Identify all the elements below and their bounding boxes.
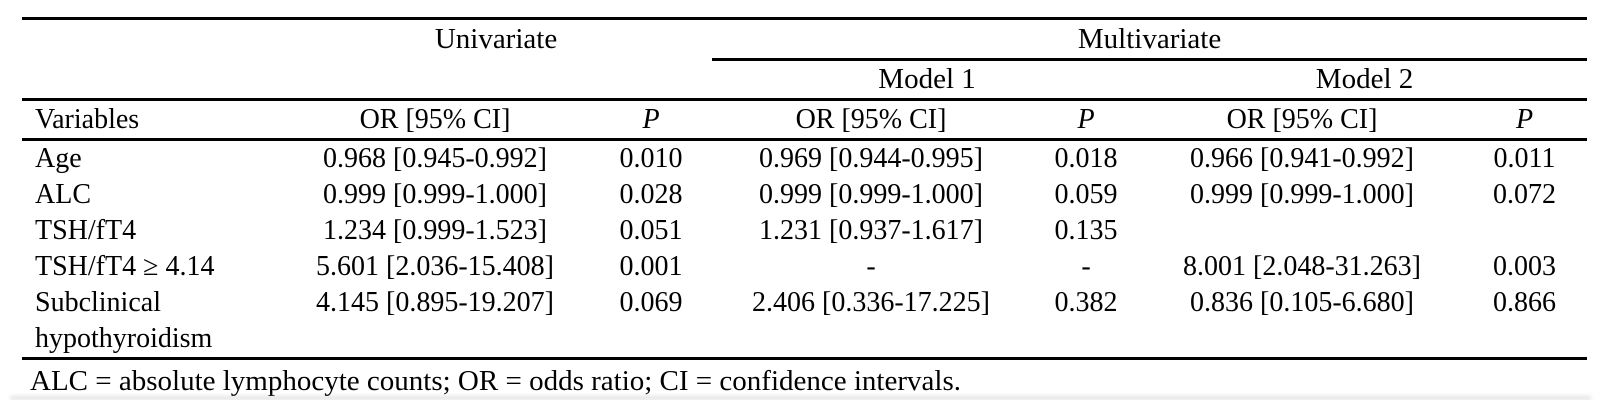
cell-uni-p: 0.069	[619, 287, 683, 318]
cell-m2-p	[1462, 213, 1587, 249]
table-row-tsh-ft4-threshold: TSH/fT4 ≥ 4.14 5.601 [2.036-15.408] 0.00…	[22, 249, 1587, 285]
cell-m2-or	[1142, 213, 1462, 249]
table-row-tsh-ft4: TSH/fT4 1.234 [0.999-1.523] 0.051 1.231 …	[22, 213, 1587, 249]
scan-artifact-line	[10, 396, 1591, 400]
cell-m1-p: 0.059	[1054, 179, 1118, 210]
cell-m2-or: 0.836 [0.105-6.680]	[1190, 287, 1414, 318]
table-row-alc: ALC 0.999 [0.999-1.000] 0.028 0.999 [0.9…	[22, 177, 1587, 213]
cell-m1-p: 0.135	[1054, 215, 1118, 246]
cell-m1-or: -	[866, 251, 876, 282]
table-row-subclinical-hypothyroidism: Subclinical hypothyroidism 4.145 [0.895-…	[22, 285, 1587, 359]
column-header-row: Variables OR [95% CI] P OR [95% CI] P OR…	[22, 99, 1588, 141]
model2-or-column-header: OR [95% CI]	[1142, 99, 1463, 141]
group-header-row: Univariate Multivariate	[22, 18, 1588, 61]
cell-uni-p: 0.051	[619, 215, 683, 246]
model1-header: Model 1	[712, 59, 1143, 101]
model2-header: Model 2	[1142, 59, 1588, 101]
cell-uni-or: 5.601 [2.036-15.408]	[316, 251, 554, 282]
table-row-age: Age 0.968 [0.945-0.992] 0.010 0.969 [0.9…	[22, 140, 1587, 178]
cell-uni-or: 0.968 [0.945-0.992]	[323, 143, 547, 174]
cell-uni-p: 0.010	[619, 143, 683, 174]
cell-m2-or: 8.001 [2.048-31.263]	[1183, 251, 1421, 282]
cell-variable: TSH/fT4	[35, 215, 137, 246]
cell-m1-or: 0.999 [0.999-1.000]	[759, 179, 983, 210]
empty-corner-cell	[22, 19, 280, 60]
cell-uni-or: 0.999 [0.999-1.000]	[323, 179, 547, 210]
table-footnote: ALC = absolute lymphocyte counts; OR = o…	[30, 365, 961, 397]
cell-m2-p: 0.866	[1493, 287, 1557, 318]
cell-uni-or: 1.234 [0.999-1.523]	[323, 215, 547, 246]
cell-m1-p: 0.382	[1054, 287, 1118, 318]
model1-p-column-header: P	[1030, 99, 1143, 141]
cell-m1-or: 1.231 [0.937-1.617]	[759, 215, 983, 246]
univariate-p-column-header: P	[590, 99, 713, 141]
variables-column-header: Variables	[22, 99, 280, 141]
univariate-or-column-header: OR [95% CI]	[280, 99, 590, 141]
cell-m2-or: 0.999 [0.999-1.000]	[1190, 179, 1414, 210]
cell-m1-or: 0.969 [0.944-0.995]	[759, 143, 983, 174]
empty-model-cell	[22, 59, 713, 101]
cell-m1-or: 2.406 [0.336-17.225]	[752, 287, 990, 318]
cell-variable: ALC	[35, 179, 91, 210]
cell-m2-p: 0.011	[1493, 143, 1556, 174]
cell-variable: Age	[35, 143, 82, 174]
cell-uni-p: 0.001	[619, 251, 683, 282]
cell-m1-p: 0.018	[1054, 143, 1118, 174]
model-header-row: Model 1 Model 2	[22, 59, 1588, 101]
cell-variable: TSH/fT4 ≥ 4.14	[35, 251, 215, 282]
cell-uni-p: 0.028	[619, 179, 683, 210]
cell-variable: Subclinical hypothyroidism	[35, 287, 213, 354]
regression-table-container: Univariate Multivariate Model 1 Model 2 …	[22, 17, 1588, 398]
regression-results-table: Univariate Multivariate Model 1 Model 2 …	[22, 17, 1588, 360]
univariate-group-header: Univariate	[434, 23, 558, 55]
cell-m1-p: -	[1081, 251, 1091, 282]
cell-uni-or: 4.145 [0.895-19.207]	[316, 287, 554, 318]
cell-m2-or: 0.966 [0.941-0.992]	[1190, 143, 1414, 174]
model1-or-column-header: OR [95% CI]	[712, 99, 1031, 141]
cell-m2-p: 0.072	[1493, 179, 1557, 210]
model2-p-column-header: P	[1462, 99, 1588, 141]
cell-m2-p: 0.003	[1493, 251, 1557, 282]
multivariate-group-header: Multivariate	[712, 18, 1588, 61]
